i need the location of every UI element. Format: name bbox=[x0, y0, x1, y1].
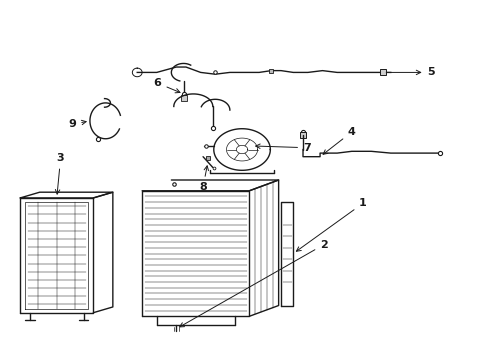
Text: 1: 1 bbox=[296, 198, 366, 251]
Text: 7: 7 bbox=[255, 143, 310, 153]
Text: 8: 8 bbox=[199, 166, 208, 192]
Text: 3: 3 bbox=[55, 153, 64, 194]
Text: 2: 2 bbox=[179, 239, 327, 327]
Text: 5: 5 bbox=[386, 67, 434, 77]
Text: 6: 6 bbox=[153, 78, 180, 93]
Text: 4: 4 bbox=[323, 127, 355, 154]
Text: 9: 9 bbox=[68, 120, 86, 129]
